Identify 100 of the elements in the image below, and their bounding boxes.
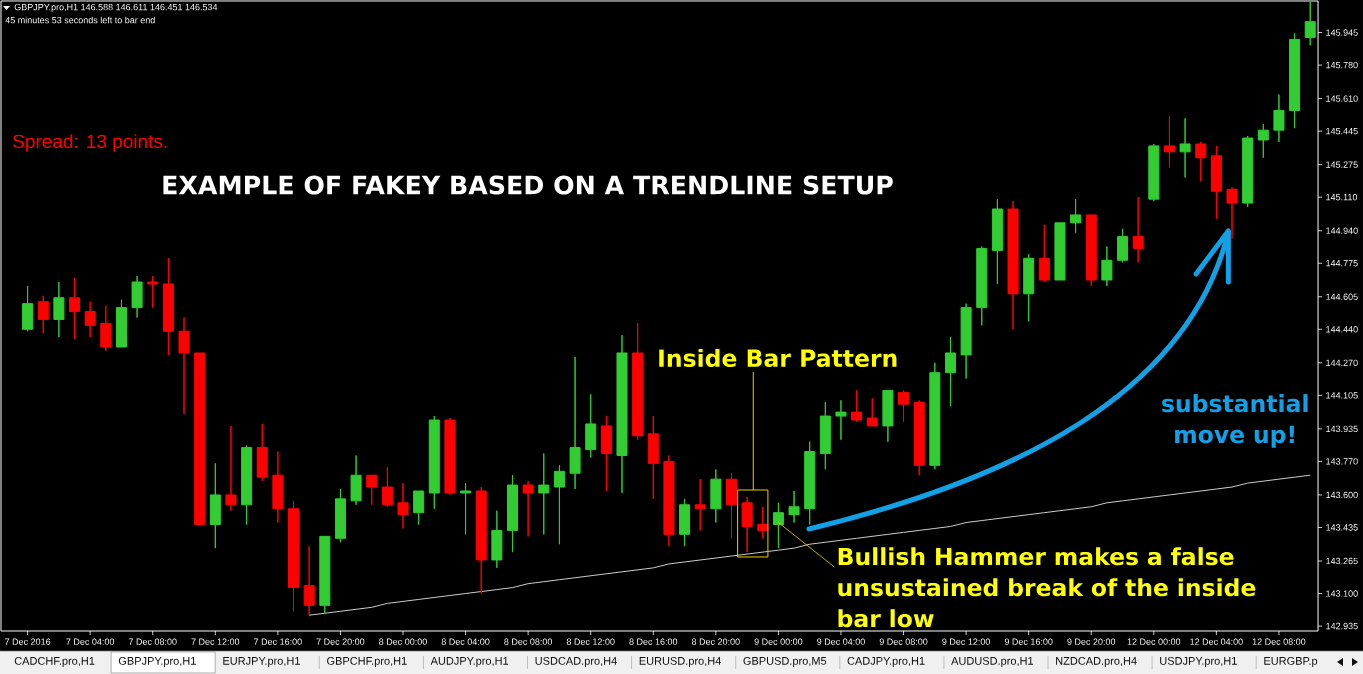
x-tick-label: 7 Dec 16:00 xyxy=(254,638,302,645)
candlestick xyxy=(851,389,863,423)
candlestick xyxy=(804,441,816,526)
candlestick xyxy=(741,496,753,553)
x-tick-label: 9 Dec 12:00 xyxy=(942,638,991,645)
y-tick-label: 144.940 xyxy=(1326,227,1358,234)
x-tick-label: 9 Dec 04:00 xyxy=(817,638,865,645)
candlestick xyxy=(444,417,456,496)
candlestick xyxy=(522,480,534,537)
candlestick xyxy=(1179,117,1191,178)
candlestick xyxy=(53,281,65,338)
candlestick xyxy=(84,301,96,338)
y-tick-label: 143.600 xyxy=(1326,491,1358,499)
candlestick xyxy=(366,474,378,506)
x-tick-label: 9 Dec 08:00 xyxy=(879,638,928,645)
x-tick-label: 9 Dec 20:00 xyxy=(1067,638,1116,645)
candlestick xyxy=(882,389,894,443)
candlestick xyxy=(131,275,143,318)
candlestick xyxy=(381,466,393,508)
candlestick xyxy=(1273,94,1285,143)
x-tick-label: 7 Dec 04:00 xyxy=(66,638,115,645)
candlestick xyxy=(178,316,190,415)
candlestick xyxy=(1085,214,1097,287)
candlestick xyxy=(100,305,112,352)
candlestick xyxy=(241,445,253,526)
candlestick xyxy=(663,454,675,547)
text: GBPCHF.pro,H1 xyxy=(327,657,407,667)
text: EURJPY.pro,H1 xyxy=(223,657,300,667)
annotation: substantial move up! xyxy=(1162,394,1308,448)
candlestick xyxy=(788,490,800,524)
text: GBPUSD.pro,M5 xyxy=(743,657,827,667)
text: USDCAD.pro,H4 xyxy=(535,657,617,667)
candlestick xyxy=(288,500,300,612)
candlestick xyxy=(694,478,706,531)
candlestick xyxy=(976,245,988,326)
candlestick xyxy=(460,482,472,535)
y-tick-label: 144.775 xyxy=(1326,260,1358,267)
candlestick xyxy=(538,453,550,535)
text: AUDJPY.pro,H1 xyxy=(430,657,509,667)
text: EURUSD.pro,H4 xyxy=(639,657,721,667)
x-tick-label: 8 Dec 20:00 xyxy=(691,638,740,645)
candlestick xyxy=(506,474,518,553)
y-tick-label: 143.100 xyxy=(1326,590,1358,597)
candlestick xyxy=(866,397,878,427)
x-tick-label: 8 Dec 08:00 xyxy=(504,638,553,645)
candlestick xyxy=(1148,143,1160,202)
candlestick xyxy=(679,498,691,547)
candlestick xyxy=(1054,222,1066,281)
candlestick xyxy=(913,399,925,476)
x-tick-label: 7 Dec 12:00 xyxy=(191,638,240,645)
candlestick xyxy=(147,275,159,309)
candlestick xyxy=(162,257,174,356)
y-tick-label: 145.780 xyxy=(1326,61,1358,69)
candlestick xyxy=(819,401,831,470)
candlestick xyxy=(272,451,284,524)
candlestick xyxy=(413,490,425,526)
candlestick xyxy=(1101,245,1113,287)
candlestick xyxy=(491,510,503,569)
annotation: Inside Bar Pattern xyxy=(659,348,897,368)
candlestick xyxy=(397,482,409,529)
candlestick xyxy=(772,502,784,549)
candlestick xyxy=(1304,1,1316,46)
x-tick-label: 8 Dec 04:00 xyxy=(441,638,490,645)
candlestick xyxy=(69,277,81,340)
candlestick xyxy=(553,464,565,545)
candlestick xyxy=(710,468,722,524)
candlestick xyxy=(22,285,34,332)
x-tick-label: 8 Dec 12:00 xyxy=(566,638,615,645)
text: NZDCAD.pro,H4 xyxy=(1056,657,1137,667)
y-tick-label: 143.265 xyxy=(1326,557,1358,565)
candlestick xyxy=(632,322,644,441)
text: CADCHF.pro,H1 xyxy=(14,657,95,667)
y-tick-label: 145.945 xyxy=(1326,29,1358,36)
candlestick xyxy=(1210,145,1222,220)
candlestick xyxy=(725,472,737,539)
candlestick xyxy=(1117,228,1129,263)
y-tick-label: 143.435 xyxy=(1326,524,1358,531)
candlestick xyxy=(600,415,612,492)
x-tick-label: 8 Dec 00:00 xyxy=(379,638,427,645)
candlestick xyxy=(1195,141,1207,182)
y-tick-label: 145.275 xyxy=(1326,161,1358,168)
candlestick xyxy=(585,393,597,458)
y-tick-label: 144.605 xyxy=(1326,293,1358,300)
text: CADJPY.pro,H1 xyxy=(847,657,925,667)
candlestick xyxy=(1289,33,1301,129)
candlestick xyxy=(757,506,769,539)
x-tick-label: 7 Dec 2016 xyxy=(5,638,51,645)
candlestick xyxy=(319,535,331,614)
candlestick xyxy=(225,425,237,512)
y-tick-label: 142.935 xyxy=(1326,622,1358,630)
candlestick xyxy=(1038,224,1050,283)
y-tick-label: 144.270 xyxy=(1326,359,1358,367)
x-tick-label: 8 Dec 16:00 xyxy=(629,638,678,645)
candlestick xyxy=(303,545,315,616)
x-tick-label: 9 Dec 16:00 xyxy=(1004,638,1053,645)
y-tick-label: 143.935 xyxy=(1326,425,1358,433)
x-tick-label: 12 Dec 04:00 xyxy=(1190,638,1243,645)
candlestick xyxy=(209,462,221,549)
y-tick-label: 145.610 xyxy=(1326,95,1358,102)
x-tick-label: 9 Dec 00:00 xyxy=(754,638,803,645)
